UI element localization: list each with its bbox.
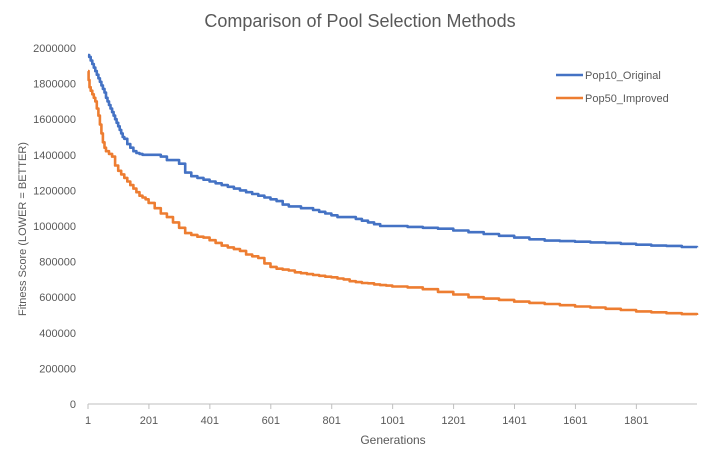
x-tick-label: 1401 [502,415,526,427]
x-tick-label: 1201 [441,415,465,427]
y-tick-label: 200000 [39,363,76,375]
chart-title: Comparison of Pool Selection Methods [204,11,515,31]
y-tick-label: 1200000 [33,185,76,197]
y-tick-label: 400000 [39,328,76,340]
legend-label: Pop50_Improved [585,93,669,105]
y-tick-label: 0 [70,399,76,411]
y-tick-label: 2000000 [33,43,76,55]
y-tick-label: 800000 [39,257,76,269]
legend: Pop10_Original Pop50_Improved [556,70,669,105]
y-axis-label: Fitness Score (LOWER = BETTER) [17,142,29,316]
x-tick-label: 401 [201,415,219,427]
x-tick-label: 201 [140,415,158,427]
x-axis-label: Generations [360,433,425,447]
y-tick-label: 1800000 [33,79,76,91]
axes: 0 200000 400000 600000 800000 1000000 1200000 1… [33,43,697,427]
x-tick-label: 801 [323,415,341,427]
x-tick-label: 1 [85,415,91,427]
x-tick-label: 1801 [624,415,648,427]
y-tick-label: 600000 [39,292,76,304]
y-tick-label: 1000000 [33,221,76,233]
y-tick-label: 1600000 [33,114,76,126]
x-tick-label: 1601 [563,415,587,427]
y-tick-label: 1400000 [33,150,76,162]
series-line-pop50-improved [87,69,699,316]
series-layer [87,53,699,316]
x-tick-label: 601 [262,415,280,427]
x-tick-label: 1001 [380,415,404,427]
series-line-pop10-original [87,53,699,249]
legend-label: Pop10_Original [585,70,661,82]
